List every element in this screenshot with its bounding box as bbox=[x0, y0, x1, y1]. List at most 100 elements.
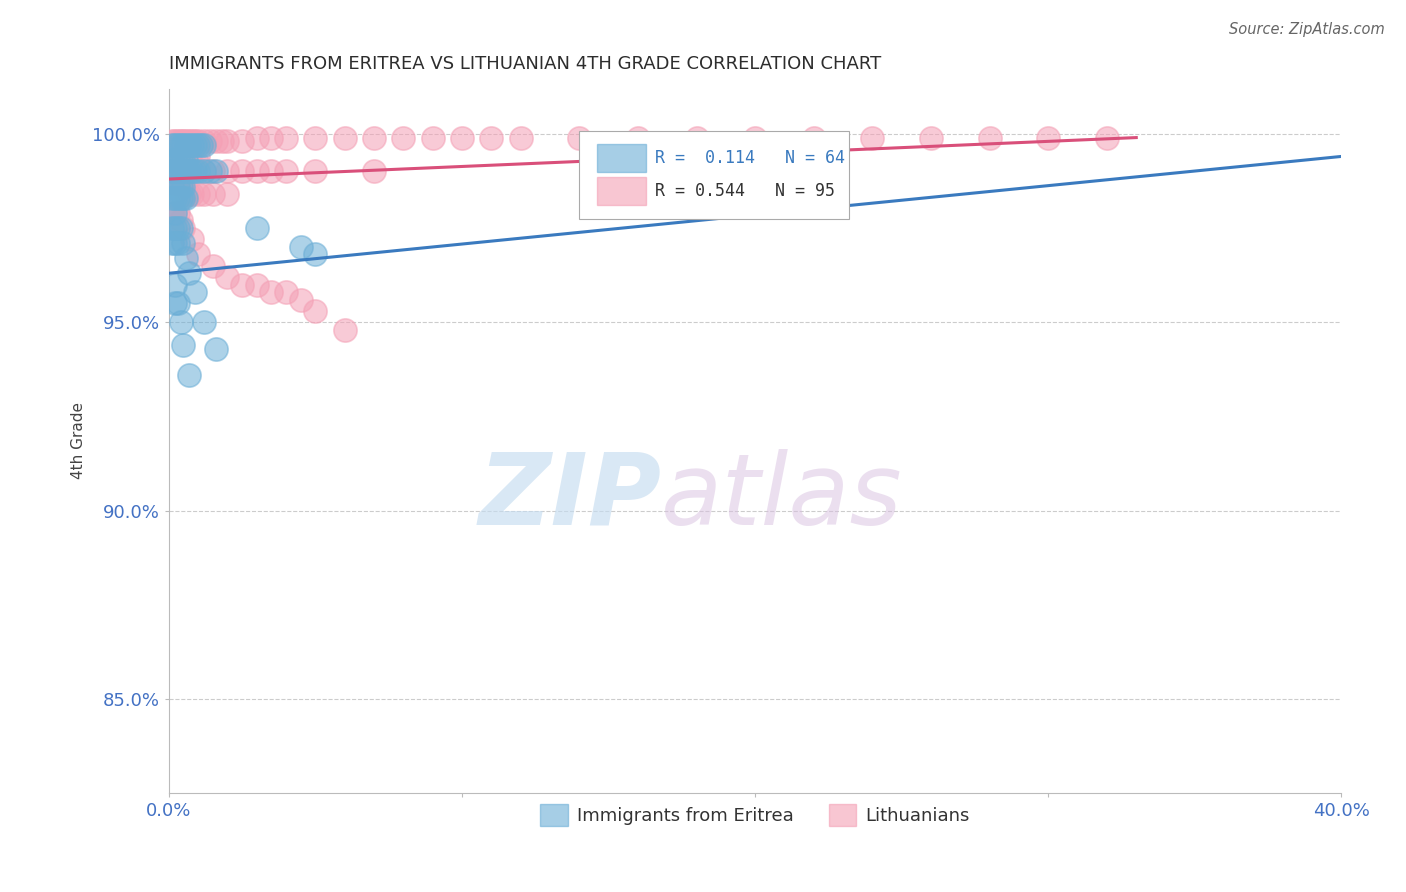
Point bbox=[166, 236, 188, 251]
Point bbox=[260, 285, 283, 299]
Point bbox=[179, 138, 201, 153]
Text: ZIP: ZIP bbox=[478, 449, 661, 546]
Point bbox=[744, 130, 766, 145]
Point bbox=[246, 164, 269, 178]
Point bbox=[392, 130, 415, 145]
Point bbox=[169, 134, 191, 148]
Point bbox=[187, 164, 209, 178]
Point bbox=[179, 266, 201, 280]
Point bbox=[217, 270, 239, 285]
Point bbox=[179, 134, 201, 148]
Point bbox=[1038, 130, 1060, 145]
Text: R =  0.114   N = 64: R = 0.114 N = 64 bbox=[655, 149, 845, 168]
Point bbox=[166, 179, 188, 194]
Point bbox=[163, 206, 186, 220]
Point bbox=[568, 130, 591, 145]
Point bbox=[160, 236, 183, 251]
FancyBboxPatch shape bbox=[596, 145, 647, 172]
Point bbox=[274, 285, 297, 299]
Point bbox=[176, 251, 198, 265]
Point bbox=[176, 157, 198, 171]
Point bbox=[160, 206, 183, 220]
Point bbox=[163, 296, 186, 310]
Point bbox=[803, 130, 825, 145]
Point bbox=[193, 164, 215, 178]
Point bbox=[169, 179, 191, 194]
Point bbox=[211, 134, 233, 148]
Point bbox=[172, 191, 194, 205]
Point bbox=[169, 176, 191, 190]
Point bbox=[187, 134, 209, 148]
Point bbox=[246, 277, 269, 292]
Point bbox=[260, 130, 283, 145]
Point bbox=[179, 157, 201, 171]
Point bbox=[176, 153, 198, 168]
Point bbox=[176, 134, 198, 148]
Point bbox=[217, 187, 239, 202]
Point bbox=[169, 153, 191, 168]
Point bbox=[204, 164, 226, 178]
Point bbox=[201, 187, 224, 202]
Point bbox=[172, 149, 194, 163]
Point bbox=[304, 247, 326, 261]
Point bbox=[166, 191, 188, 205]
Point bbox=[160, 176, 183, 190]
Point bbox=[304, 130, 326, 145]
Point bbox=[172, 138, 194, 153]
Point bbox=[176, 191, 198, 205]
Point bbox=[201, 164, 224, 178]
Point bbox=[169, 149, 191, 163]
Point bbox=[187, 187, 209, 202]
Point bbox=[169, 138, 191, 153]
Point bbox=[172, 134, 194, 148]
Point bbox=[172, 176, 194, 190]
Point bbox=[163, 206, 186, 220]
Point bbox=[509, 130, 531, 145]
Point bbox=[163, 236, 186, 251]
Point bbox=[193, 138, 215, 153]
Point bbox=[172, 221, 194, 235]
Point bbox=[160, 149, 183, 163]
Point bbox=[172, 153, 194, 168]
Point bbox=[304, 164, 326, 178]
Point bbox=[193, 134, 215, 148]
Point bbox=[217, 164, 239, 178]
Text: atlas: atlas bbox=[661, 449, 903, 546]
Point bbox=[172, 179, 194, 194]
Point bbox=[166, 296, 188, 310]
Point bbox=[176, 149, 198, 163]
Point bbox=[246, 130, 269, 145]
Point bbox=[163, 149, 186, 163]
Point bbox=[160, 149, 183, 163]
Point bbox=[160, 138, 183, 153]
Point bbox=[163, 277, 186, 292]
Point bbox=[184, 285, 207, 299]
Point bbox=[160, 164, 183, 178]
Point bbox=[181, 164, 204, 178]
Point bbox=[160, 153, 183, 168]
Point bbox=[231, 277, 253, 292]
Point bbox=[163, 221, 186, 235]
Point bbox=[181, 232, 204, 246]
Point bbox=[187, 149, 209, 163]
Text: R = 0.544   N = 95: R = 0.544 N = 95 bbox=[655, 182, 835, 200]
Point bbox=[231, 134, 253, 148]
Point bbox=[333, 130, 356, 145]
Point bbox=[166, 149, 188, 163]
Point bbox=[163, 161, 186, 175]
Point bbox=[181, 187, 204, 202]
Point bbox=[160, 179, 183, 194]
Point bbox=[187, 247, 209, 261]
Point bbox=[166, 176, 188, 190]
Point bbox=[198, 134, 221, 148]
Point bbox=[479, 130, 502, 145]
Point bbox=[163, 138, 186, 153]
Point bbox=[179, 149, 201, 163]
Point bbox=[172, 338, 194, 352]
Point bbox=[160, 134, 183, 148]
Point bbox=[166, 206, 188, 220]
Y-axis label: 4th Grade: 4th Grade bbox=[72, 402, 86, 480]
Point bbox=[160, 161, 183, 175]
Point bbox=[363, 164, 385, 178]
Point bbox=[172, 164, 194, 178]
